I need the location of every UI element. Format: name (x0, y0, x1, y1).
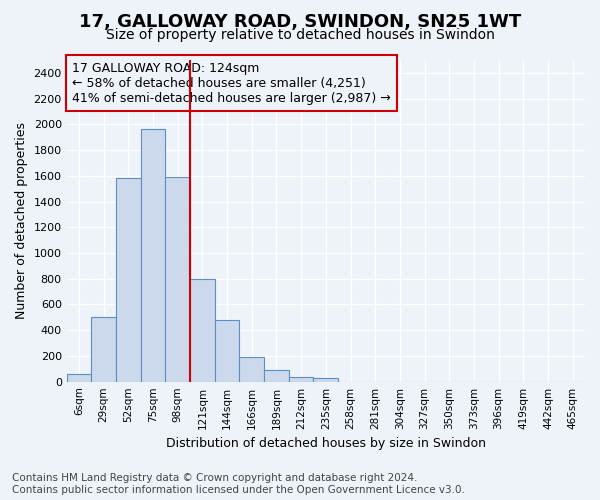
Bar (264, 370, 289, 382)
Bar (313, 378, 338, 382)
Bar (91, 318, 116, 382)
Bar (141, 130, 166, 382)
Bar (289, 377, 313, 382)
Text: Size of property relative to detached houses in Swindon: Size of property relative to detached ho… (106, 28, 494, 42)
Bar (215, 320, 239, 382)
X-axis label: Distribution of detached houses by size in Swindon: Distribution of detached houses by size … (166, 437, 486, 450)
Text: 17 GALLOWAY ROAD: 124sqm
← 58% of detached houses are smaller (4,251)
41% of sem: 17 GALLOWAY ROAD: 124sqm ← 58% of detach… (72, 62, 391, 104)
Bar (190, 278, 215, 382)
Bar (67, 374, 91, 382)
Bar (116, 178, 141, 382)
Text: 17, GALLOWAY ROAD, SWINDON, SN25 1WT: 17, GALLOWAY ROAD, SWINDON, SN25 1WT (79, 12, 521, 30)
Bar (239, 356, 264, 382)
Text: Contains HM Land Registry data © Crown copyright and database right 2024.
Contai: Contains HM Land Registry data © Crown c… (12, 474, 465, 495)
Y-axis label: Number of detached properties: Number of detached properties (15, 122, 28, 320)
Bar (166, 177, 190, 382)
